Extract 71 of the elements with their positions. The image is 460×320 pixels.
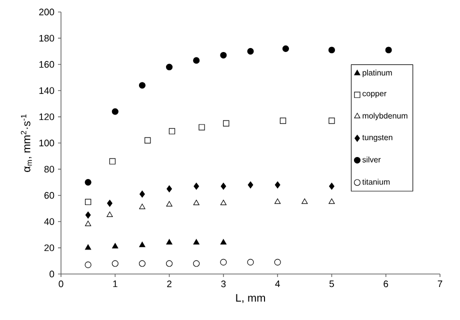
point <box>138 82 146 89</box>
point <box>385 46 392 54</box>
point <box>112 260 118 267</box>
x-tick-label: 4 <box>275 280 280 288</box>
y-tick-label: 100 <box>39 140 54 146</box>
point <box>168 128 176 134</box>
point <box>84 262 92 268</box>
y-tick-label: 80 <box>44 166 54 173</box>
point <box>223 120 230 126</box>
point <box>248 181 254 188</box>
y-tick-label: 20 <box>44 244 54 252</box>
point <box>166 239 172 244</box>
point <box>220 200 226 206</box>
x-tick-label: 6 <box>384 280 388 288</box>
x-tick-label: 2 <box>167 280 172 288</box>
x-tick-label: 7 <box>438 280 442 288</box>
y-tick-label: 180 <box>39 34 54 42</box>
point <box>328 118 335 124</box>
point <box>139 242 146 248</box>
point <box>280 118 286 124</box>
point <box>85 244 92 250</box>
point <box>193 57 200 64</box>
y-tick-label: 40 <box>44 218 54 225</box>
point <box>220 258 227 266</box>
point <box>282 45 289 52</box>
y-tick-label: 120 <box>39 113 54 120</box>
point <box>166 260 173 267</box>
point <box>138 260 146 267</box>
point <box>193 260 200 267</box>
point <box>274 181 280 188</box>
x-tick-label: 0 <box>58 280 64 288</box>
y-tick-label: 200 <box>39 8 54 16</box>
point <box>193 239 200 244</box>
point <box>85 220 92 226</box>
point <box>139 204 146 210</box>
point <box>329 182 334 190</box>
y-tick-label: 0 <box>50 270 54 278</box>
y-tick-label: 140 <box>39 87 54 94</box>
point <box>328 46 336 54</box>
point <box>109 158 116 164</box>
point <box>247 48 254 55</box>
x-tick-label: 1 <box>113 280 118 288</box>
point <box>220 182 226 190</box>
point <box>198 124 205 130</box>
point <box>194 182 200 190</box>
point <box>220 239 226 244</box>
point <box>140 190 145 198</box>
y-axis-title: α$_{m}$, mm$^{2}$·s$^{-1}$ <box>20 114 32 172</box>
point <box>274 258 281 266</box>
point <box>166 64 173 70</box>
point <box>112 108 118 115</box>
point <box>144 137 151 144</box>
point <box>166 201 172 206</box>
point <box>302 198 308 204</box>
point <box>84 179 92 186</box>
point <box>220 52 227 59</box>
point <box>112 243 118 248</box>
x-tick-label: 3 <box>221 280 226 288</box>
y-tick-label: 160 <box>39 61 54 68</box>
point <box>85 212 91 219</box>
point <box>328 198 335 204</box>
point <box>84 198 92 206</box>
x-axis-title: L, mm <box>236 294 265 304</box>
x-tick-label: 5 <box>329 280 334 288</box>
point <box>106 212 113 217</box>
point <box>107 200 112 207</box>
point <box>166 185 172 192</box>
y-tick-label: 60 <box>44 192 54 199</box>
point <box>247 258 254 266</box>
point <box>193 200 200 206</box>
point <box>274 198 281 204</box>
